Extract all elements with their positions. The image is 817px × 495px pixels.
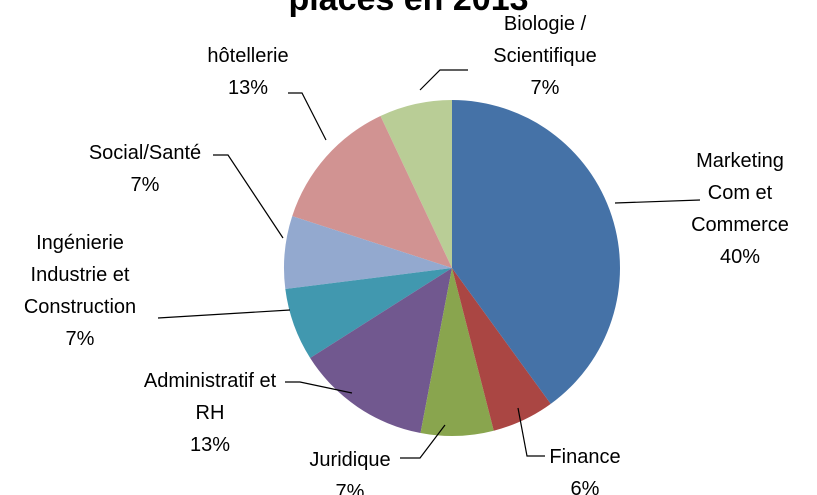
category-label: hôtellerie: [207, 45, 289, 67]
leader-line: [400, 424, 446, 459]
category-label: Marketing Com et Commerce: [691, 150, 789, 236]
chart-title: places en 2013: [0, 0, 817, 19]
category-label: Administratif et RH: [143, 370, 277, 424]
value-label: 40%: [719, 246, 761, 268]
value-label: 7%: [530, 77, 560, 99]
pie-slice: [284, 216, 452, 290]
slice-label: Marketing Com et Commerce 40%: [685, 145, 795, 273]
leader-line: [517, 407, 545, 457]
category-label: Juridique: [309, 449, 391, 471]
slice-label: Administratif et RH 13%: [140, 365, 280, 461]
slice-label: Juridique 7%: [290, 444, 410, 495]
leader-line: [614, 199, 701, 204]
value-label: 13%: [227, 77, 269, 99]
category-label: Ingénierie Industrie et Construction: [23, 232, 137, 318]
slice-label: Ingénierie Industrie et Construction 7%: [0, 227, 160, 355]
category-label: Biologie / Scientifique: [493, 13, 597, 67]
leader-line: [419, 69, 468, 91]
slice-label: Social/Santé 7%: [65, 137, 225, 201]
leader-line: [157, 309, 291, 319]
slice-label: hôtellerie 13%: [178, 40, 318, 104]
category-label: Finance: [549, 446, 621, 468]
leader-line: [288, 92, 327, 141]
leader-lines: [157, 69, 701, 459]
category-label: Social/Santé: [88, 142, 202, 164]
value-label: 7%: [65, 328, 95, 350]
leader-line: [285, 381, 353, 394]
slice-label: Finance 6%: [525, 441, 645, 495]
value-label: 7%: [130, 174, 160, 196]
pie-slice: [420, 268, 494, 436]
value-label: 13%: [189, 434, 231, 456]
pie-slice: [452, 100, 620, 404]
leader-line: [213, 154, 284, 239]
pie-slice: [285, 268, 452, 359]
value-label: 6%: [570, 478, 600, 495]
value-label: 7%: [335, 481, 365, 495]
pie-slice: [292, 115, 452, 269]
slice-label: Biologie / Scientifique 7%: [475, 8, 615, 104]
pie-slice: [380, 100, 452, 268]
pie-slice: [452, 268, 551, 431]
